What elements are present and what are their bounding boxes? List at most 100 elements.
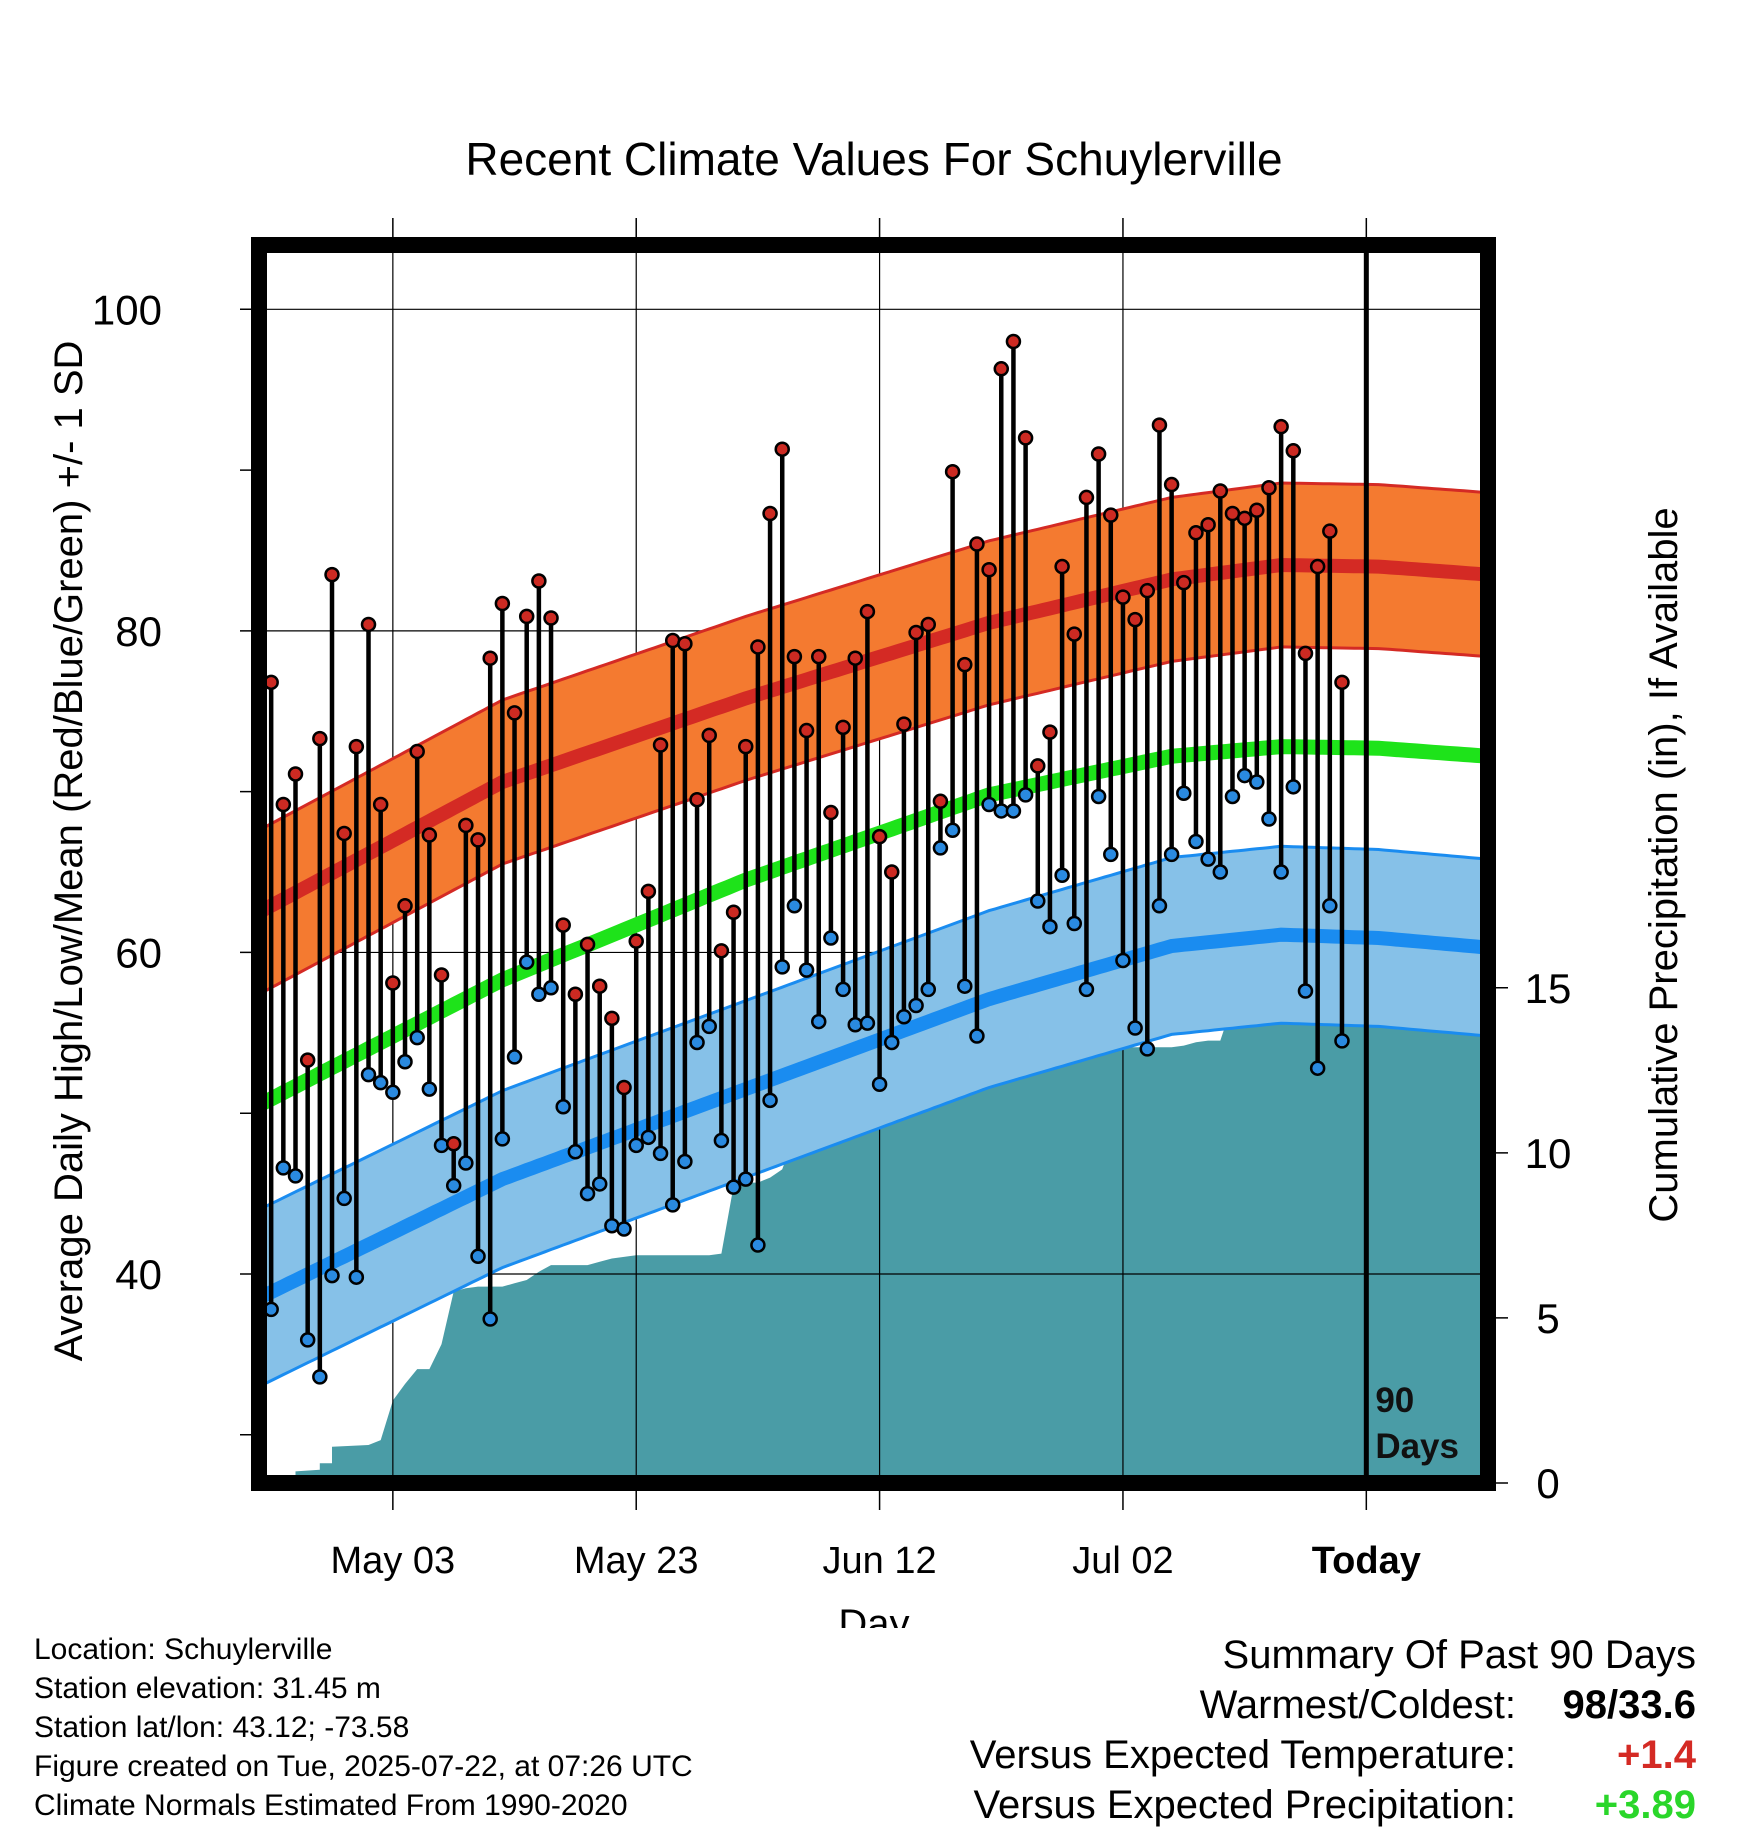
daily-low-point [385, 1084, 401, 1101]
station-info: Location: Schuylerville Station elevatio… [34, 1630, 693, 1825]
daily-low-point [957, 978, 973, 994]
daily-high-point [1261, 480, 1277, 496]
daily-low-point [1176, 785, 1192, 802]
daily-high-point [737, 738, 754, 755]
daily-high-point [847, 650, 863, 666]
y-right-axis-label: Cumulative Precipitation (in), If Availa… [1642, 507, 1686, 1222]
daily-low-point [677, 1153, 693, 1170]
plot-inner: 90 Days [259, 0, 1488, 1483]
daily-high-point [324, 566, 340, 583]
daily-low-point [409, 1029, 425, 1046]
daily-high-point [993, 361, 1010, 377]
daily-low-point [981, 796, 997, 813]
daily-low-point [1005, 803, 1022, 819]
daily-high-point [458, 817, 474, 834]
daily-high-point [275, 796, 292, 813]
elevation-text: Station elevation: 31.45 m [34, 1672, 381, 1705]
latlon-text: Station lat/lon: 43.12; -73.58 [34, 1711, 410, 1744]
daily-high-point [969, 536, 985, 552]
daily-low-point [713, 1132, 730, 1149]
daily-low-point [1127, 1020, 1143, 1036]
daily-high-point [896, 716, 912, 732]
daily-low-point [1188, 833, 1204, 850]
daily-low-point [275, 1160, 292, 1176]
x-tick-label: May 23 [574, 1540, 699, 1582]
today-days-number: 90 [1375, 1381, 1414, 1420]
daily-high-point [981, 562, 997, 578]
daily-high-point [348, 738, 365, 755]
y-tick-label: 100 [92, 286, 162, 333]
high-band [259, 483, 1488, 995]
daily-high-point [1334, 674, 1350, 691]
daily-high-point [677, 635, 693, 652]
daily-high-point [1054, 558, 1070, 575]
daily-high-point [1066, 626, 1083, 642]
daily-high-point [871, 828, 888, 845]
x-tick-label: Today [1312, 1540, 1421, 1582]
daily-low-point [896, 1008, 912, 1025]
today-days-word: Days [1375, 1427, 1459, 1466]
daily-low-point [969, 1028, 985, 1044]
daily-low-point [1042, 918, 1058, 935]
summary-temp-row: Versus Expected Temperature: +1.4 [970, 1730, 1696, 1780]
daily-low-point [652, 1145, 669, 1162]
daily-low-point [762, 1092, 778, 1109]
daily-low-point [1224, 788, 1241, 805]
daily-high-point [798, 722, 815, 739]
daily-high-point [835, 719, 851, 736]
daily-high-point [1151, 417, 1168, 433]
daily-high-point [421, 827, 438, 843]
daily-low-point [518, 954, 535, 970]
daily-high-point [518, 608, 535, 625]
daily-high-point [579, 936, 596, 953]
temp-diff-value: +1.4 [1617, 1733, 1696, 1777]
normals-text: Climate Normals Estimated From 1990-2020 [34, 1789, 628, 1822]
climate-chart: Recent Climate Values For Schuylerville … [47, 0, 1686, 1628]
daily-high-point [531, 573, 547, 589]
daily-low-point [567, 1144, 584, 1160]
daily-high-point [957, 656, 973, 673]
daily-high-point [506, 705, 523, 721]
daily-high-point [1139, 582, 1156, 599]
warmest-label: Warmest/Coldest: [1199, 1683, 1516, 1727]
daily-low-point [336, 1190, 352, 1207]
daily-high-point [1078, 489, 1095, 506]
daily-low-point [348, 1269, 365, 1285]
daily-high-point [725, 904, 742, 920]
temp-diff-label: Versus Expected Temperature: [969, 1733, 1516, 1777]
daily-low-point [859, 1015, 876, 1031]
daily-high-point [445, 1136, 462, 1152]
daily-high-point [932, 793, 949, 810]
daily-high-point [701, 727, 717, 744]
daily-high-point [385, 975, 401, 991]
daily-low-point [664, 1197, 681, 1213]
daily-low-point [1309, 1060, 1326, 1076]
daily-low-point [1090, 788, 1107, 805]
daily-high-point [616, 1079, 632, 1096]
daily-high-point [1188, 525, 1204, 541]
daily-high-point [1127, 611, 1143, 628]
daily-high-point [859, 603, 876, 620]
daily-high-point [1200, 517, 1216, 533]
daily-high-point [920, 616, 937, 633]
daily-low-point [458, 1155, 474, 1171]
daily-low-point [920, 981, 937, 998]
daily-low-point [810, 1013, 827, 1030]
daily-low-point [445, 1177, 462, 1194]
daily-high-point [884, 864, 900, 880]
daily-low-point [1334, 1033, 1350, 1049]
summary-precip-row: Versus Expected Precipitation: +3.89 [970, 1780, 1696, 1830]
daily-low-point [1348, 0, 1361, 7]
daily-high-point [652, 737, 669, 753]
daily-low-point [591, 1176, 608, 1192]
daily-low-point [579, 1185, 596, 1202]
daily-low-point [1163, 846, 1180, 863]
daily-low-point [798, 962, 815, 978]
daily-low-point [774, 959, 790, 975]
daily-low-point [1054, 867, 1070, 884]
daily-low-point [871, 1076, 888, 1093]
daily-high-point [1348, 0, 1361, 7]
daily-low-point [1322, 898, 1338, 914]
daily-low-point [884, 1034, 900, 1051]
daily-high-point [689, 791, 705, 808]
